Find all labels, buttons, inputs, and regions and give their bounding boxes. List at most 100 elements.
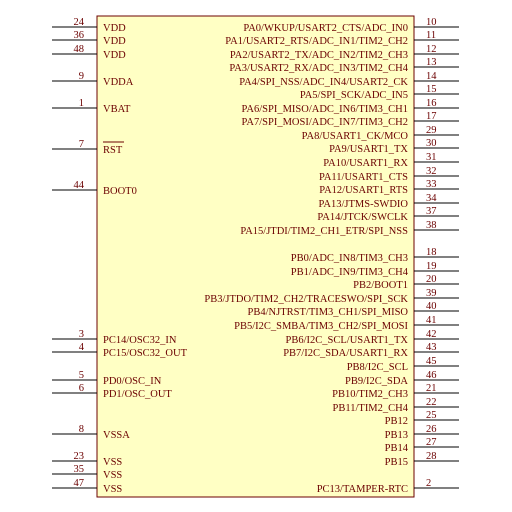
- pin-41-label-pb5-i2c-smba-tim3-ch2-spi-mosi: PB5/I2C_SMBA/TIM3_CH2/SPI_MOSI: [234, 321, 408, 332]
- pin-28-number: 28: [426, 451, 437, 462]
- pin-13-label-pa3-usart2-rx-adc-in3-tim2-ch4: PA3/USART2_RX/ADC_IN3/TIM2_CH4: [229, 63, 408, 74]
- pin-10-label-pa0-wkup-usart2-cts-adc-in0: PA0/WKUP/USART2_CTS/ADC_IN0: [243, 23, 408, 34]
- pin-40-label-pb4-njtrst-tim3-ch1-spi-miso: PB4/NJTRST/TIM3_CH1/SPI_MISO: [248, 307, 409, 318]
- pin-38-number: 38: [426, 220, 437, 231]
- pin-3-number: 3: [79, 329, 84, 340]
- pin-17-number: 17: [426, 111, 437, 122]
- pin-16-label-pa6-spi-miso-adc-in6-tim3-ch1: PA6/SPI_MISO/ADC_IN6/TIM3_CH1: [242, 104, 408, 115]
- pin-29-number: 29: [426, 125, 437, 136]
- pin-5-number: 5: [79, 370, 84, 381]
- pin-9-label-vdda: VDDA: [103, 77, 134, 88]
- pin-36-number: 36: [74, 30, 85, 41]
- pin-5-label-pd0-osc-in: PD0/OSC_IN: [103, 376, 162, 387]
- pin-28-label-pb15: PB15: [385, 457, 408, 468]
- pin-1-number: 1: [79, 98, 84, 109]
- pin-40-number: 40: [426, 301, 437, 312]
- pin-27-label-pb14: PB14: [385, 443, 409, 454]
- pin-44-label-boot0: BOOT0: [103, 186, 137, 197]
- pin-30-label-pa9-usart1-tx: PA9/USART1_TX: [329, 144, 408, 155]
- pin-41-number: 41: [426, 315, 437, 326]
- pin-24-number: 24: [74, 17, 85, 28]
- pin-16-number: 16: [426, 98, 437, 109]
- pin-12-number: 12: [426, 44, 437, 55]
- pin-34-number: 34: [426, 193, 437, 204]
- pin-35-number: 35: [74, 464, 85, 475]
- chip-body: [96, 15, 415, 498]
- pin-1-label-vbat: VBAT: [103, 104, 131, 115]
- pin-43-label-pb7-i2c-sda-usart1-rx: PB7/I2C_SDA/USART1_RX: [283, 348, 408, 359]
- right-pin-group: 10 PA0/WKUP/USART2_CTS/ADC_IN0 11 PA1/USART…: [204, 17, 459, 495]
- pin-18-number: 18: [426, 247, 437, 258]
- pin-48-number: 48: [74, 44, 85, 55]
- pin-44-number: 44: [74, 180, 85, 191]
- pin-25-label-pb12: PB12: [385, 416, 408, 427]
- pin-33-number: 33: [426, 179, 437, 190]
- pin-26-number: 26: [426, 424, 437, 435]
- pin-39-number: 39: [426, 288, 437, 299]
- pin-38-label-pa15-jtdi-tim2-ch1-etr-spi-nss: PA15/JTDI/TIM2_CH1_ETR/SPI_NSS: [240, 226, 408, 237]
- pin-12-label-pa2-usart2-tx-adc-in2-tim2-ch3: PA2/USART2_TX/ADC_IN2/TIM2_CH3: [230, 50, 408, 61]
- pin-27-number: 27: [426, 437, 437, 448]
- pin-32-label-pa11-usart1-cts: PA11/USART1_CTS: [319, 172, 408, 183]
- pin-45-label-pb8-i2c-scl: PB8/I2C_SCL: [347, 362, 408, 373]
- pin-43-number: 43: [426, 342, 437, 353]
- pin-20-number: 20: [426, 274, 437, 285]
- pin-6-label-pd1-osc-out: PD1/OSC_OUT: [103, 389, 172, 400]
- pin-26-label-pb13: PB13: [385, 430, 408, 441]
- pin-11-number: 11: [426, 30, 436, 41]
- pin-37-number: 37: [426, 206, 437, 217]
- pin-30-number: 30: [426, 138, 437, 149]
- pin-36-label-vdd: VDD: [103, 36, 126, 47]
- pin-46-number: 46: [426, 370, 437, 381]
- pin-8-label-vssa: VSSA: [103, 430, 130, 441]
- pin-15-label-pa5-spi-sck-adc-in5: PA5/SPI_SCK/ADC_IN5: [300, 90, 408, 101]
- pin-25-number: 25: [426, 410, 437, 421]
- pin-21-label-pb10-tim2-ch3: PB10/TIM2_CH3: [332, 389, 408, 400]
- pin-19-label-pb1-adc-in9-tim3-ch4: PB1/ADC_IN9/TIM3_CH4: [291, 267, 409, 278]
- pin-3-label-pc14-osc32-in: PC14/OSC32_IN: [103, 335, 177, 346]
- pin-35-label-vss: VSS: [103, 470, 122, 481]
- pin-14-number: 14: [426, 71, 437, 82]
- pin-47-label-vss: VSS: [103, 484, 122, 495]
- pin-4-label-pc15-osc32-out: PC15/OSC32_OUT: [103, 348, 188, 359]
- pin-8-number: 8: [79, 424, 84, 435]
- pin-47-number: 47: [74, 478, 85, 489]
- pin-15-number: 15: [426, 84, 437, 95]
- pin-4-number: 4: [79, 342, 85, 353]
- pin-32-number: 32: [426, 166, 437, 177]
- pin-34-label-pa13-jtms-swdio: PA13/JTMS-SWDIO: [319, 199, 409, 210]
- pin-9-number: 9: [79, 71, 84, 82]
- pin-45-number: 45: [426, 356, 437, 367]
- pin-7-label-rst: RST: [103, 145, 123, 156]
- pin-23-label-vss: VSS: [103, 457, 122, 468]
- pin-6-number: 6: [79, 383, 84, 394]
- pin-24-label-vdd: VDD: [103, 23, 126, 34]
- pin-14-label-pa4-spi-nss-adc-in4-usart2-ck: PA4/SPI_NSS/ADC_IN4/USART2_CK: [239, 77, 408, 88]
- pin-2-number: 2: [426, 478, 431, 489]
- pin-33-label-pa12-usart1-rts: PA12/USART1_RTS: [319, 185, 408, 196]
- pin-42-label-pb6-i2c-scl-usart1-tx: PB6/I2C_SCL/USART1_TX: [286, 335, 409, 346]
- pin-48-label-vdd: VDD: [103, 50, 126, 61]
- pin-19-number: 19: [426, 261, 437, 272]
- pin-13-number: 13: [426, 57, 437, 68]
- pin-17-label-pa7-spi-mosi-adc-in7-tim3-ch2: PA7/SPI_MOSI/ADC_IN7/TIM3_CH2: [242, 117, 408, 128]
- pin-23-number: 23: [74, 451, 85, 462]
- pin-10-number: 10: [426, 17, 437, 28]
- pin-22-number: 22: [426, 397, 437, 408]
- pin-39-label-pb3-jtdo-tim2-ch2-traceswo-spi-sck: PB3/JTDO/TIM2_CH2/TRACESWO/SPI_SCK: [204, 294, 408, 305]
- pin-21-number: 21: [426, 383, 437, 394]
- pin-18-label-pb0-adc-in8-tim3-ch3: PB0/ADC_IN8/TIM3_CH3: [291, 253, 408, 264]
- pin-37-label-pa14-jtck-swclk: PA14/JTCK/SWCLK: [317, 212, 408, 223]
- pin-31-number: 31: [426, 152, 437, 163]
- left-pin-group: 24VDD36VDD48VDD9VDDA1VBAT7RST44BOOT03PC1…: [52, 17, 188, 495]
- pin-11-label-pa1-usart2-rts-adc-in1-tim2-ch2: PA1/USART2_RTS/ADC_IN1/TIM2_CH2: [225, 36, 408, 47]
- pin-29-label-pa8-usart1-ck-mco: PA8/USART1_CK/MCO: [302, 131, 409, 142]
- pin-20-label-pb2-boot1: PB2/BOOT1: [353, 280, 408, 291]
- pin-22-label-pb11-tim2-ch4: PB11/TIM2_CH4: [333, 403, 409, 414]
- pin-31-label-pa10-usart1-rx: PA10/USART1_RX: [323, 158, 408, 169]
- pin-7-number: 7: [79, 139, 84, 150]
- pin-46-label-pb9-i2c-sda: PB9/I2C_SDA: [345, 376, 408, 387]
- pin-42-number: 42: [426, 329, 437, 340]
- pin-2-label-pc13-tamper-rtc: PC13/TAMPER-RTC: [317, 484, 408, 495]
